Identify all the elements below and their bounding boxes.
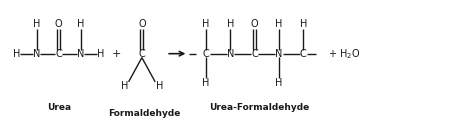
Text: C: C <box>203 49 210 59</box>
Text: H: H <box>77 19 84 29</box>
Text: H: H <box>275 19 283 29</box>
Text: H: H <box>227 19 234 29</box>
Text: H: H <box>300 19 307 29</box>
Text: H: H <box>202 19 210 29</box>
Text: + H$_2$O: + H$_2$O <box>328 47 360 61</box>
Text: H: H <box>202 78 210 88</box>
Text: +: + <box>111 49 121 59</box>
Text: Urea-Formaldehyde: Urea-Formaldehyde <box>209 103 309 112</box>
Text: N: N <box>227 49 234 59</box>
Text: H: H <box>97 49 104 59</box>
Text: C: C <box>55 49 62 59</box>
Text: H: H <box>120 81 128 91</box>
Text: C: C <box>300 49 307 59</box>
Text: Formaldehyde: Formaldehyde <box>108 109 180 118</box>
Text: O: O <box>138 19 146 29</box>
Text: Urea: Urea <box>46 103 71 112</box>
Text: H: H <box>33 19 40 29</box>
Text: H: H <box>13 49 21 59</box>
Text: N: N <box>77 49 84 59</box>
Text: N: N <box>275 49 283 59</box>
Text: N: N <box>33 49 40 59</box>
Text: O: O <box>251 19 258 29</box>
Text: H: H <box>156 81 163 91</box>
Text: C: C <box>138 49 145 59</box>
Text: O: O <box>55 19 63 29</box>
Text: C: C <box>251 49 258 59</box>
Text: H: H <box>275 78 283 88</box>
